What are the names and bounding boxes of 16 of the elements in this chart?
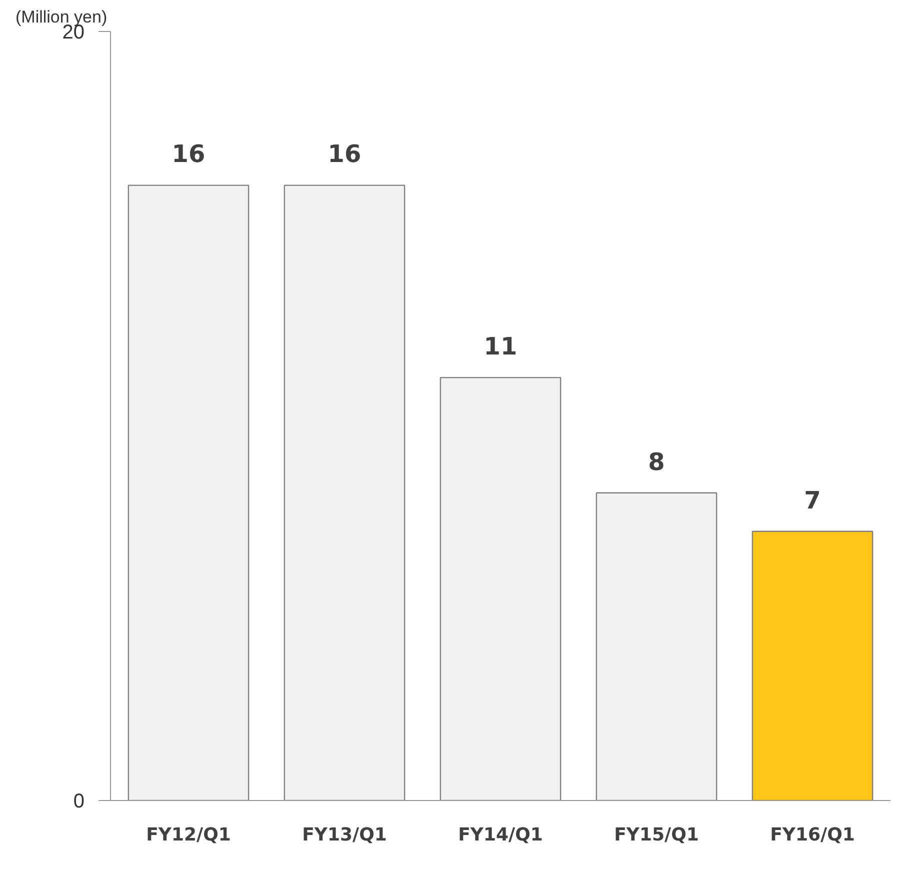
x-tick-label: FY15/Q1: [614, 824, 699, 846]
bar: [596, 492, 718, 800]
y-tick-label: 0: [73, 790, 84, 812]
data-label: 16: [328, 140, 362, 168]
x-tick-label: FY14/Q1: [458, 824, 543, 846]
x-tick-label: FY12/Q1: [146, 824, 231, 846]
bar: [440, 376, 562, 800]
data-label: 16: [172, 140, 206, 168]
bar: [128, 184, 250, 800]
x-tick-label: FY13/Q1: [302, 824, 387, 846]
bar: [284, 184, 406, 800]
data-label: 8: [648, 448, 665, 476]
bar: [752, 530, 874, 800]
data-label: 11: [484, 332, 518, 360]
x-tick-label: FY16/Q1: [770, 824, 855, 846]
data-label: 7: [804, 486, 821, 514]
